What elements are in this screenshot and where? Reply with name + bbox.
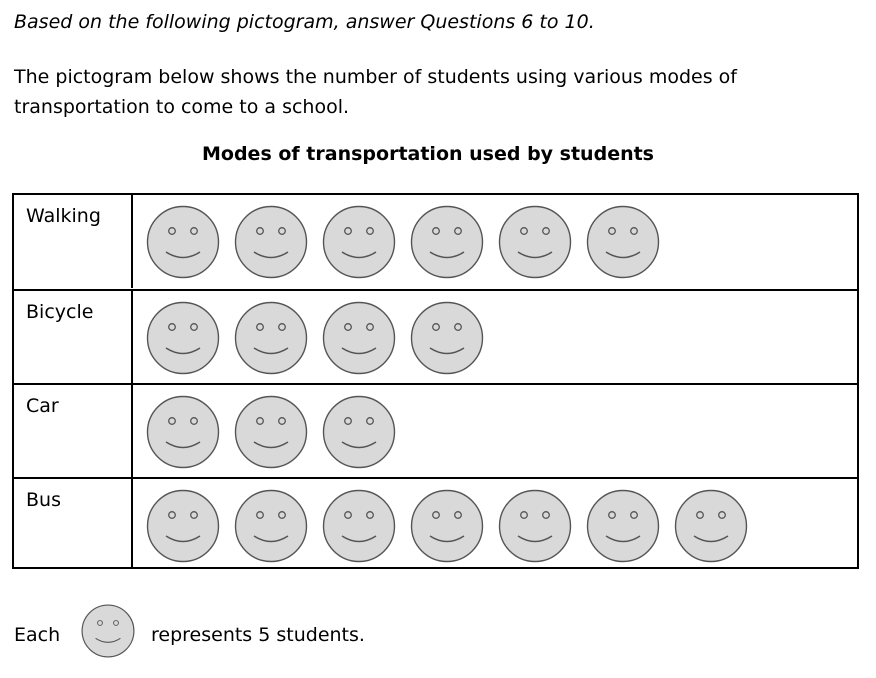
smiley-icon — [322, 489, 396, 563]
category-label: Bicycle — [26, 301, 94, 323]
smiley-icon — [322, 395, 396, 469]
label-cell: Walking — [14, 195, 133, 288]
smiley-icon — [410, 489, 484, 563]
smiley-icon — [410, 205, 484, 279]
key-smiley-icon — [81, 604, 135, 662]
smiley-icon — [234, 489, 308, 563]
key-each-label: Each — [14, 624, 61, 646]
smiley-icon — [410, 301, 484, 375]
pictogram-row: Walking — [14, 195, 857, 288]
smiley-icon — [81, 604, 135, 658]
smiley-icon — [498, 489, 572, 563]
category-label: Bus — [26, 489, 61, 511]
smiley-icon — [322, 205, 396, 279]
category-label: Car — [26, 395, 59, 417]
pictogram-row: Car — [14, 383, 857, 478]
intro-text: The pictogram below shows the number of … — [14, 66, 737, 118]
smiley-icon — [146, 301, 220, 375]
smiley-icon — [146, 205, 220, 279]
smiley-icon — [234, 301, 308, 375]
smiley-icon — [586, 489, 660, 563]
instruction-text: Based on the following pictogram, answer… — [14, 11, 595, 33]
smiley-icon — [674, 489, 748, 563]
smiley-icon — [586, 205, 660, 279]
pictogram-key: Each represents 5 students. — [14, 604, 514, 664]
smiley-icon — [498, 205, 572, 279]
pictogram-row: Bicycle — [14, 289, 857, 384]
smiley-icon — [146, 395, 220, 469]
label-cell: Bicycle — [14, 291, 133, 384]
pictogram-row: Bus — [14, 477, 857, 569]
chart-title: Modes of transportation used by students — [202, 143, 654, 165]
smiley-icon — [322, 301, 396, 375]
smiley-icon — [234, 395, 308, 469]
smiley-icon — [234, 205, 308, 279]
label-cell: Car — [14, 385, 133, 478]
label-cell: Bus — [14, 479, 133, 569]
smiley-icon — [146, 489, 220, 563]
key-text: represents 5 students. — [151, 624, 365, 646]
category-label: Walking — [26, 205, 101, 227]
pictogram-table: Walking Bicycle Car Bus — [12, 193, 859, 569]
